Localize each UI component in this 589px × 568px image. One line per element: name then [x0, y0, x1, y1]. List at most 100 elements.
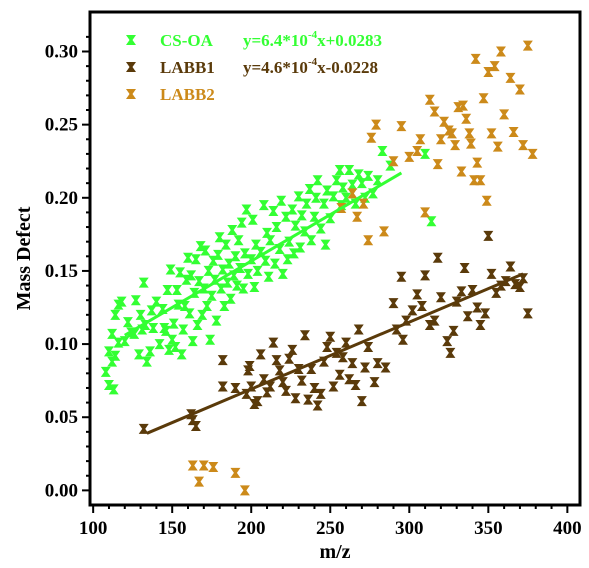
cs-oa-point	[232, 280, 242, 291]
labb1-point	[268, 337, 279, 348]
labb2-point	[198, 460, 209, 471]
labb2-point	[470, 53, 481, 64]
labb1-point	[480, 308, 491, 319]
labb2-point	[450, 140, 461, 151]
labb2-point	[432, 159, 443, 170]
labb2-point	[194, 476, 205, 487]
labb1-point	[380, 362, 391, 373]
labb2-point	[461, 113, 472, 124]
cs-oa-point	[243, 268, 254, 279]
cs-oa-point	[186, 270, 197, 281]
labb1-point	[510, 279, 521, 290]
labb1-point	[522, 308, 533, 319]
cs-oa-point	[190, 254, 201, 265]
x-axis-title: m/z	[319, 541, 350, 563]
cs-oa-point	[203, 265, 214, 276]
labb1-point	[407, 305, 418, 316]
labb2-point	[415, 134, 426, 145]
labb1-fit-line	[146, 272, 524, 435]
cs-oa-point	[252, 265, 263, 276]
labb2-point	[371, 119, 382, 130]
labb1-point	[372, 358, 383, 369]
cs-oa-point	[165, 264, 176, 275]
labb2-point	[458, 100, 469, 111]
labb2-point	[456, 166, 467, 177]
legend-label: CS-OA	[160, 31, 214, 50]
labb2-point	[486, 128, 497, 139]
labb1-point	[350, 380, 361, 391]
y-tick-label: 0.10	[45, 334, 78, 355]
x-tick-label: 250	[316, 518, 345, 539]
cs-oa-point	[260, 255, 271, 266]
cs-oa-point	[287, 204, 298, 215]
labb1-point	[363, 342, 374, 353]
labb2-point	[352, 211, 363, 222]
legend-marker	[126, 62, 136, 72]
labb1-point	[277, 377, 288, 388]
cs-oa-point	[138, 277, 149, 288]
labb2-point	[358, 198, 369, 209]
cs-oa-point	[211, 315, 222, 326]
labb1-point	[347, 358, 358, 369]
x-tick-label: 300	[395, 518, 424, 539]
cs-oa-point	[206, 290, 217, 301]
cs-oa-point	[328, 191, 339, 202]
labb2-point	[475, 175, 486, 186]
cs-oa-point	[318, 198, 329, 209]
labb2-point	[489, 61, 500, 72]
labb1-point	[290, 393, 301, 404]
labb2-point	[478, 93, 489, 104]
labb1-point	[432, 252, 443, 263]
labb1-point	[353, 324, 364, 335]
labb1-point	[416, 301, 427, 312]
cs-oa-point	[197, 309, 208, 320]
labb1-point	[456, 286, 467, 297]
cs-oa-point	[363, 170, 374, 181]
labb1-point	[341, 337, 352, 348]
cs-oa-point	[312, 175, 323, 186]
legend-marker	[126, 35, 136, 45]
labb1-point	[360, 362, 371, 373]
cs-oa-point	[311, 192, 322, 203]
cs-oa-point	[205, 334, 216, 345]
labb2-point	[404, 151, 415, 162]
cs-oa-point	[119, 336, 130, 347]
cs-oa-point	[247, 214, 258, 225]
labb2-point	[347, 188, 358, 199]
cs-oa-point	[233, 235, 244, 246]
cs-oa-point	[263, 271, 274, 282]
cs-oa-point	[269, 258, 280, 269]
labb1-point	[442, 336, 453, 347]
labb1-point	[459, 263, 470, 274]
cs-oa-point	[304, 184, 315, 195]
labb1-point	[284, 353, 295, 364]
x-tick-label: 100	[79, 518, 108, 539]
labb2-point	[518, 140, 529, 151]
cs-oa-point	[148, 322, 159, 333]
cs-oa-point	[146, 305, 157, 316]
labb1-point	[334, 369, 345, 380]
labb1-point	[306, 363, 317, 374]
labb1-point	[472, 302, 483, 313]
labb1-point	[467, 284, 478, 295]
cs-oa-point	[187, 336, 198, 347]
labb1-point	[265, 381, 276, 392]
cs-oa-point	[201, 301, 212, 312]
cs-oa-point	[230, 251, 241, 262]
labb1-point	[281, 385, 291, 396]
x-tick-label: 350	[474, 518, 503, 539]
cs-oa-point	[353, 169, 364, 180]
legend: CS-OA y=6.4*10-4x+0.0283 LABB1 y=4.6*10-4x-…	[126, 29, 382, 104]
y-tick-label: 0.05	[45, 407, 78, 428]
labb2-point	[230, 467, 241, 478]
labb1-point	[388, 298, 399, 309]
legend-label: LABB1	[160, 58, 215, 77]
cs-oa-point	[200, 245, 211, 256]
cs-oa-point	[377, 145, 388, 156]
cs-oa-point	[178, 324, 189, 335]
labb1-point	[217, 355, 228, 366]
y-tick-label: 0.00	[45, 480, 78, 501]
cs-oa-point	[110, 309, 121, 320]
cs-oa-point	[213, 249, 224, 260]
cs-oa-point	[238, 283, 249, 294]
